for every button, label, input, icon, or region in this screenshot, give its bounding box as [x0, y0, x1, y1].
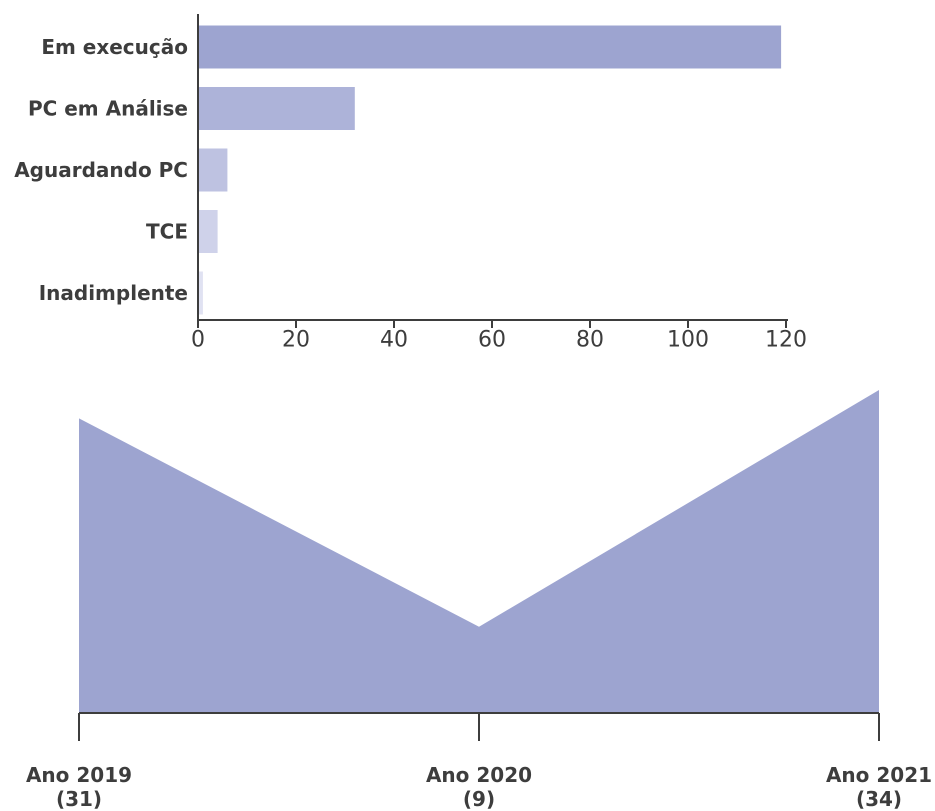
x-tick-label: 80 — [576, 328, 604, 353]
area-value-label: (31) — [56, 787, 102, 811]
area-category-label: Ano 2020 — [426, 763, 532, 787]
area-category-label: Ano 2019 — [26, 763, 132, 787]
x-tick-label: 60 — [478, 328, 506, 353]
x-tick-label: 40 — [380, 328, 408, 353]
category-label: Inadimplente — [39, 281, 188, 305]
x-tick-label: 20 — [282, 328, 310, 353]
area-chart: Ano 2019(31) Ano 2020(9) Ano 2021(34) — [26, 390, 932, 811]
bar-chart: Em execução PC em Análise Aguardando PC TCE… — [14, 14, 807, 353]
bar-0 — [198, 25, 782, 69]
area-series — [79, 390, 879, 712]
area-category-label: Ano 2021 — [826, 763, 932, 787]
x-tick-label: 0 — [191, 328, 205, 353]
bar-3 — [198, 210, 218, 253]
category-label: Em execução — [41, 35, 188, 59]
category-label: PC em Análise — [28, 97, 188, 121]
bar-4 — [198, 271, 203, 315]
bar-1 — [198, 87, 355, 130]
category-label: Aguardando PC — [14, 158, 188, 182]
area-value-label: (9) — [463, 787, 495, 811]
x-tick-label: 120 — [765, 328, 807, 353]
category-label: TCE — [146, 220, 188, 244]
bar-2 — [198, 148, 228, 192]
area-value-label: (34) — [856, 787, 902, 811]
x-tick-label: 100 — [667, 328, 709, 353]
